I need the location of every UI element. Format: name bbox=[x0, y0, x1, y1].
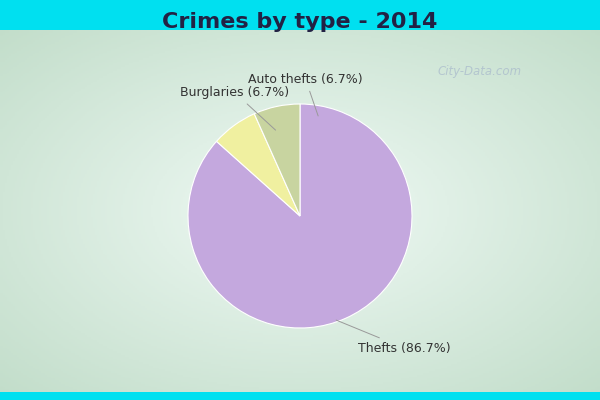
Bar bbox=[0, 0, 600, 30]
Text: City-Data.com: City-Data.com bbox=[438, 66, 522, 78]
Wedge shape bbox=[217, 114, 300, 216]
Bar bbox=[0, 392, 600, 400]
Wedge shape bbox=[188, 104, 412, 328]
Text: Thefts (86.7%): Thefts (86.7%) bbox=[336, 320, 451, 355]
Wedge shape bbox=[254, 104, 300, 216]
Text: Burglaries (6.7%): Burglaries (6.7%) bbox=[181, 86, 290, 130]
Text: Crimes by type - 2014: Crimes by type - 2014 bbox=[163, 12, 437, 32]
Text: Auto thefts (6.7%): Auto thefts (6.7%) bbox=[248, 73, 363, 116]
